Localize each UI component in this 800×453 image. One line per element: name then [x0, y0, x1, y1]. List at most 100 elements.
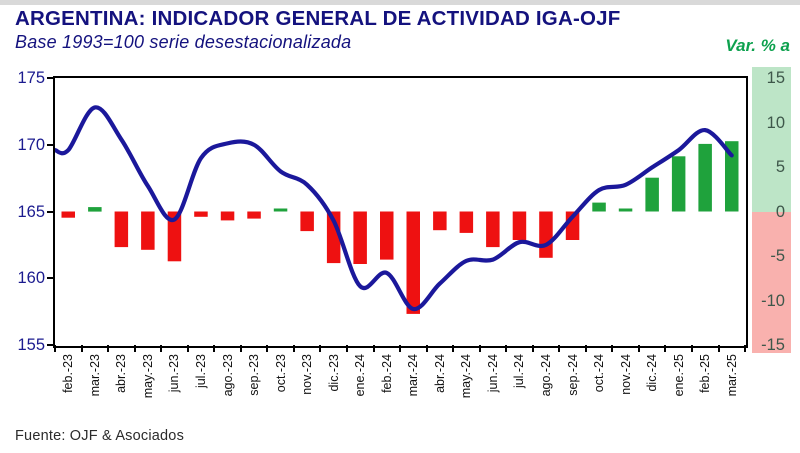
x-axis-label-may.-24: may.-24 [459, 354, 474, 399]
x-axis-label-feb.-23: feb.-23 [61, 354, 76, 393]
yoy-bar-jul.-23 [194, 211, 208, 217]
x-axis-tick-mark [54, 345, 56, 352]
x-axis-tick-mark [717, 345, 720, 352]
x-axis-tick-mark [505, 345, 508, 352]
left-axis-tick-label-160: 160 [17, 269, 45, 288]
left-axis-tick-mark [47, 143, 54, 146]
x-axis-label-jul.-23: jul.-23 [194, 354, 208, 389]
x-axis-tick-mark [478, 345, 481, 352]
x-axis-tick-mark [558, 345, 561, 352]
yoy-bar-nov.-24 [618, 208, 633, 212]
x-axis-label-sep.-23: sep.-23 [247, 354, 261, 396]
x-axis-label-may.-23: may.-23 [140, 354, 155, 399]
right-axis-tick-label-15: 15 [766, 69, 785, 87]
left-axis-tick-label-165: 165 [17, 202, 45, 221]
chart-subtitle: Base 1993=100 serie desestacionalizada [15, 32, 352, 52]
yoy-bar-sep.-23 [247, 211, 261, 219]
x-axis-tick-mark [107, 345, 110, 352]
x-axis-label-nov.-23: nov.-23 [300, 354, 315, 395]
yoy-bar-jul.-24 [512, 211, 527, 240]
iga-index-line [55, 105, 734, 312]
yoy-bar-oct.-24 [592, 202, 606, 212]
x-axis-tick-mark [399, 345, 401, 352]
yoy-bar-ago.-23 [220, 211, 235, 221]
yoy-bar-jun.-24 [486, 211, 500, 248]
x-axis-label-feb.-25: feb.-25 [698, 354, 713, 393]
yoy-bar-ago.-24 [539, 211, 553, 258]
yoy-bar-jun.-23 [167, 211, 182, 262]
left-axis-tick-label-175: 175 [17, 69, 45, 87]
top-border-strip [0, 0, 800, 5]
x-axis-label-jun.-23: jun.-23 [167, 354, 182, 393]
x-axis-tick-mark [611, 345, 614, 352]
x-axis-tick-mark [637, 345, 640, 352]
x-axis-label-dic.-23: dic.-23 [326, 354, 341, 392]
yoy-bar-feb.-25 [698, 143, 712, 212]
right-axis-tick-label-5: 5 [775, 158, 785, 176]
x-axis-label-nov.-24: nov.-24 [618, 354, 633, 395]
x-axis-label-ene.-24: ene.-24 [353, 354, 368, 397]
right-axis-title: Var. % a [725, 36, 790, 55]
x-axis-tick-mark [80, 345, 83, 352]
x-axis-tick-mark [452, 345, 455, 352]
x-axis-tick-mark [292, 345, 295, 352]
right-axis-tick-label--5: -5 [770, 247, 785, 265]
right-axis-tick-label--15: -15 [761, 336, 785, 354]
yoy-bar-feb.-24 [380, 211, 394, 260]
x-axis-label-jun.-24: jun.-24 [485, 354, 500, 393]
yoy-bar-feb.-23 [61, 211, 75, 218]
x-axis-label-abr.-23: abr.-23 [114, 354, 129, 393]
yoy-bar-ene.-24 [353, 211, 367, 264]
x-axis-tick-mark [584, 345, 587, 352]
x-axis-label-ene.-25: ene.-25 [671, 354, 686, 397]
source-note: Fuente: OJF & Asociados [15, 428, 185, 444]
x-axis-label-oct.-24: oct.-24 [592, 354, 606, 393]
left-axis-tick-mark [47, 344, 54, 346]
chart-canvas [55, 105, 739, 314]
left-axis-tick-mark [47, 77, 54, 79]
x-axis-tick-mark [531, 345, 534, 352]
x-axis-label-dic.-24: dic.-24 [645, 354, 660, 392]
x-axis-label-oct.-23: oct.-23 [273, 354, 288, 393]
x-axis-label-jul.-24: jul.-24 [512, 354, 527, 389]
yoy-bar-abr.-24 [433, 211, 447, 231]
x-axis-tick-mark [372, 345, 375, 352]
x-axis-label-sep.-24: sep.-24 [565, 354, 580, 396]
yoy-bar-ene.-25 [671, 156, 686, 212]
x-axis-label-mar.-23: mar.-23 [87, 354, 102, 397]
yoy-bar-mar.-25 [725, 141, 739, 212]
right-axis-tick-label-10: 10 [766, 113, 785, 132]
x-axis-tick-mark [345, 345, 348, 352]
right-axis-band [752, 67, 791, 353]
right-axis-band-negative [752, 211, 791, 353]
x-axis-label-abr.-24: abr.-24 [432, 354, 447, 393]
yoy-bar-abr.-23 [114, 211, 129, 248]
x-axis-tick-mark [319, 345, 322, 352]
yoy-bar-mar.-24 [406, 211, 420, 314]
left-axis-tick-mark [47, 277, 54, 280]
x-axis-tick-mark [239, 345, 242, 352]
x-axis-tick-mark [186, 345, 189, 352]
x-axis-label-feb.-24: feb.-24 [379, 354, 394, 393]
yoy-bar-may.-24 [459, 211, 474, 233]
yoy-bar-dic.-24 [645, 177, 659, 212]
right-axis-band-positive [752, 67, 791, 212]
right-axis-tick-label-0: 0 [775, 202, 785, 221]
yoy-bar-mar.-23 [88, 207, 102, 212]
x-axis-tick-mark [160, 345, 163, 352]
x-axis-tick-mark [744, 345, 746, 352]
chart-title: ARGENTINA: INDICADOR GENERAL DE ACTIVIDA… [15, 7, 621, 30]
right-axis-tick-label--10: -10 [761, 291, 785, 310]
yoy-bar-may.-23 [141, 211, 155, 250]
x-axis-label-ago.-23: ago.-23 [220, 354, 235, 397]
x-axis-label-ago.-24: ago.-24 [539, 354, 553, 397]
yoy-bar-oct.-23 [273, 208, 288, 212]
x-axis-label-mar.-24: mar.-24 [406, 354, 421, 397]
left-axis-tick-label-170: 170 [17, 135, 45, 154]
x-axis-tick-mark [664, 345, 667, 352]
left-axis-tick-mark [47, 210, 54, 213]
x-axis-tick-mark [425, 345, 428, 352]
x-axis-tick-mark [266, 345, 269, 352]
left-axis-tick-label-155: 155 [17, 336, 45, 354]
x-axis-label-mar.-25: mar.-25 [724, 354, 739, 397]
